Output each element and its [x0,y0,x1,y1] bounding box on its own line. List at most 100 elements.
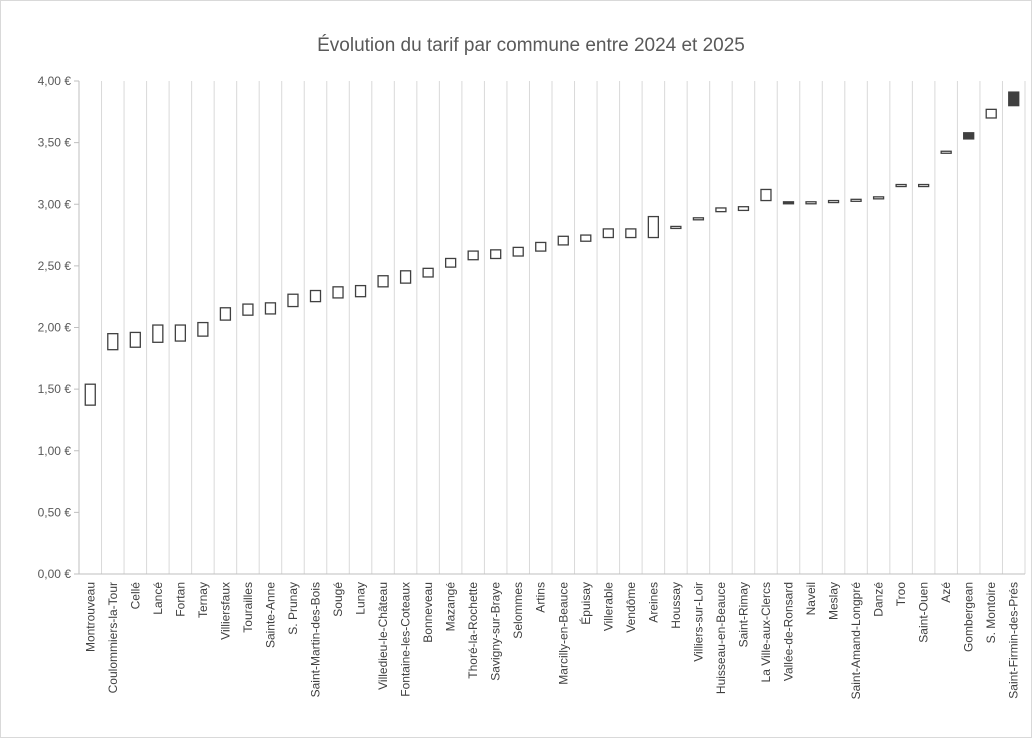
x-tick-label: Ternay [196,582,210,618]
price-box [129,331,141,348]
x-tick-label: Naveil [804,582,818,615]
x-tick-label: Gombergean [962,582,976,652]
x-tick-label: Fontaine-les-Coteaux [399,582,413,697]
price-box [782,201,795,205]
price-box [872,196,885,200]
price-box [963,132,975,140]
x-tick-label: Saint-Rimay [736,582,750,647]
y-tick-label: 0,00 € [38,567,72,581]
price-box [692,217,705,221]
price-box [670,225,682,230]
price-box [602,228,614,239]
axes [74,80,1025,575]
x-tick-labels: Montrouveau Coulommiers-la-Tour Cellé Lancé… [83,582,1020,700]
price-box [219,307,232,321]
x-tick-label: Fortan [173,582,187,617]
y-tick-label: 1,50 € [38,382,72,396]
x-tick-label: Vallée-de-Ronsard [782,582,796,681]
price-box [580,234,592,242]
x-tick-label: Thoré-la-Rochette [466,582,480,679]
price-box [377,275,389,288]
price-box [467,250,479,261]
y-tick-label: 3,00 € [38,197,72,211]
price-box [715,207,727,213]
price-box [850,198,862,202]
price-box [309,289,322,303]
x-tick-label: Troo [894,582,908,607]
y-tick-label: 2,00 € [38,321,72,335]
x-tick-label: Coulommiers-la-Tour [106,582,120,693]
x-tick-label: Areines [646,582,660,623]
price-box [174,324,187,342]
y-tick-label: 2,50 € [38,259,72,273]
x-tick-label: La Ville-aux-Clercs [759,582,773,682]
price-box [535,241,547,252]
chart-title: Évolution du tarif par commune entre 202… [317,35,745,56]
x-tick-label: Saint-Ouen [917,582,931,643]
price-box [354,284,367,298]
price-box [647,215,660,239]
x-tick-label: Houssay [669,582,683,629]
x-tick-label: Vendôme [624,582,638,633]
price-box [264,302,277,315]
x-tick-label: Tourailles [241,582,255,633]
price-box [152,324,164,343]
price-box [985,108,997,119]
price-box [422,267,434,278]
x-tick-label: Selommes [511,582,525,639]
y-tick-label: 0,50 € [38,505,72,519]
x-tick-label: Villerable [601,582,615,631]
price-box [917,183,930,188]
price-box [490,249,502,260]
x-tick-label: Saint-Martin-des-Bois [309,582,323,697]
price-box [197,321,209,337]
price-box [805,201,817,205]
x-tick-label: Sougé [331,582,345,617]
price-box [940,150,952,154]
x-tick-label: Huisseau-en-Beauce [714,582,728,694]
y-tick-labels: 0,00 € 0,50 € 1,00 € 1,50 € 2,00 € 2,50 € 3,00… [38,74,72,581]
price-box [107,333,119,351]
x-tick-label: Mazangé [444,582,458,632]
x-tick-label: Saint-Amand-Longpré [849,582,863,700]
price-box [332,286,344,299]
price-box [557,235,569,246]
price-box [84,383,96,406]
price-box [287,293,299,308]
x-tick-label: Lunay [354,582,368,615]
x-tick-label: Meslay [827,582,841,620]
price-box [625,228,637,239]
price-box [760,188,772,202]
price-boxes [84,91,1020,406]
y-tick-label: 1,00 € [38,444,72,458]
x-tick-label: Bonneveau [421,582,435,643]
x-tick-label: S. Montoire [984,582,998,644]
price-box [444,257,457,268]
grid-lines [78,81,1026,574]
x-tick-label: Danzé [872,582,886,617]
y-tick-label: 4,00 € [38,74,72,88]
x-tick-label: Villedieu-le-Château [376,582,390,690]
price-box [242,303,254,316]
x-tick-label: Sainte-Anne [263,582,277,648]
x-tick-label: Marcilly-en-Beauce [556,582,570,685]
y-tick-label: 3,50 € [38,136,72,150]
x-tick-label: Villiersfaux [218,582,232,640]
x-tick-label: Épuisay [578,582,593,625]
x-tick-label: Cellé [128,582,142,610]
x-tick-label: Saint-Firmin-des-Prés [1007,582,1021,699]
x-tick-label: Artins [534,582,548,613]
price-box [827,199,840,204]
x-tick-label: Savigny-sur-Braye [489,582,503,681]
x-tick-label: Montrouveau [83,582,97,652]
price-box [512,246,524,257]
price-box [895,183,907,188]
price-box [399,270,412,284]
price-box [737,206,750,212]
x-tick-label: S. Prunay [286,582,300,635]
x-tick-label: Villiers-sur-Loir [691,582,705,662]
x-tick-label: Lancé [151,582,165,615]
x-tick-label: Azé [939,582,953,603]
